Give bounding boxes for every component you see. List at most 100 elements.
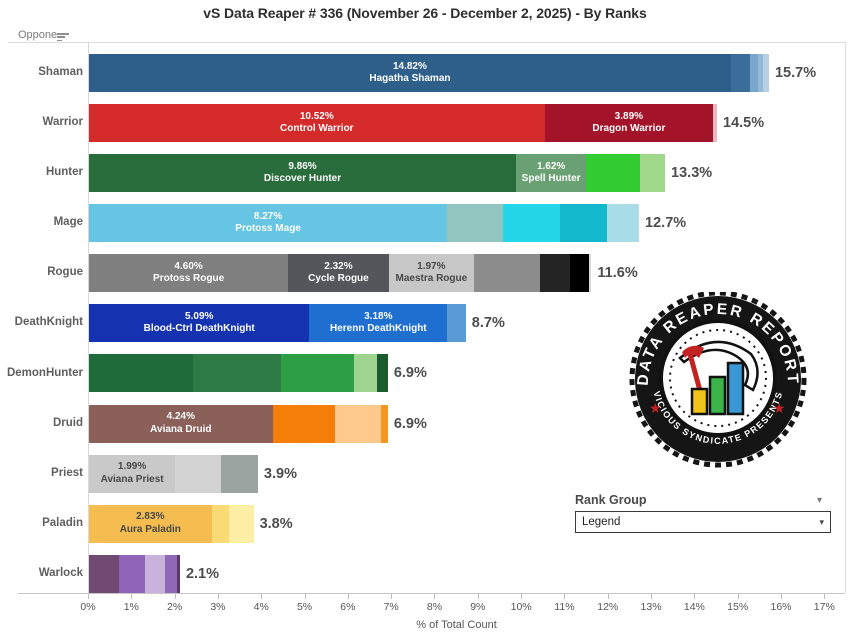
bar-segment-demonhunter[interactable] — [280, 354, 355, 393]
bar-segment-demonhunter[interactable] — [192, 354, 281, 393]
segment-label: 4.24% Aviana Druid — [150, 411, 212, 435]
class-label-paladin: Paladin — [42, 516, 83, 529]
bar-segment-hunter[interactable] — [640, 154, 666, 193]
bar-segment-deathknight[interactable] — [447, 304, 466, 343]
bar-segment-protoss-rogue[interactable]: 4.60% Protoss Rogue — [89, 254, 289, 293]
bar-segment-herenn-deathknight[interactable]: 3.18% Herenn DeathKnight — [309, 304, 448, 343]
sort-descending-icon[interactable] — [57, 33, 70, 43]
stacked-bar-hunter[interactable]: 9.86% Discover Hunter 1.62% Spell Hunter — [89, 154, 666, 193]
bar-segment-priest[interactable] — [175, 454, 222, 493]
bar-segment-dragon-warrior[interactable]: 3.89% Dragon Warrior — [544, 104, 714, 143]
rank-group-label: Rank Group — [575, 493, 647, 507]
bar-segment-druid[interactable] — [381, 404, 388, 443]
bar-segment-druid[interactable] — [272, 404, 336, 443]
bar-segment-mage[interactable] — [559, 204, 608, 243]
bar-segment-rogue[interactable] — [474, 254, 540, 293]
stacked-bar-mage[interactable]: 8.27% Protoss Mage — [89, 204, 640, 243]
bar-segment-mage[interactable] — [503, 204, 560, 243]
class-label-druid: Druid — [52, 416, 83, 429]
bar-segment-rogue[interactable] — [589, 254, 592, 293]
axis-tick — [434, 594, 436, 599]
stacked-bar-rogue[interactable]: 4.60% Protoss Rogue 2.32% Cycle Rogue 1.97% M… — [89, 254, 592, 293]
bar-segment-blood-ctrl-deathknight[interactable]: 5.09% Blood-Ctrl DeathKnight — [89, 304, 310, 343]
bar-segment-hunter[interactable] — [586, 154, 641, 193]
stacked-bar-warrior[interactable]: 10.52% Control Warrior 3.89% Dragon Warrior — [89, 104, 717, 143]
segment-label: 4.60% Protoss Rogue — [153, 260, 225, 285]
rank-group-select[interactable]: Legend ▾ — [575, 511, 831, 533]
opponent-column-header[interactable]: Oppone.. — [18, 29, 64, 41]
stacked-bar-warlock[interactable] — [89, 554, 180, 593]
bar-segment-shaman[interactable] — [750, 54, 759, 92]
total-label-mage: 12.7% — [645, 215, 687, 232]
axis-tick-label: 1% — [123, 601, 139, 613]
bar-segment-spell-hunter[interactable]: 1.62% Spell Hunter — [516, 154, 587, 193]
stacked-bar-demonhunter[interactable] — [89, 354, 388, 393]
bar-segment-aviana-priest[interactable]: 1.99% Aviana Priest — [89, 454, 176, 493]
bar-segment-rogue[interactable] — [570, 254, 590, 293]
segment-label: 3.18% Herenn DeathKnight — [329, 310, 427, 335]
bar-segment-rogue[interactable] — [539, 254, 571, 293]
bar-segment-maestra-rogue[interactable]: 1.97% Maestra Rogue — [388, 254, 474, 293]
chart-row-paladin: 2.83% Aura Paladin 3.8% — [89, 493, 846, 543]
chart-row-warlock: 2.1% — [89, 543, 846, 593]
axis-tick-label: 17% — [813, 601, 835, 613]
bar-segment-warlock[interactable] — [165, 554, 178, 593]
bar-segment-shaman[interactable] — [763, 54, 769, 92]
bar-segment-cycle-rogue[interactable]: 2.32% Cycle Rogue — [288, 254, 389, 293]
class-label-shaman: Shaman — [38, 66, 83, 79]
bar-segment-druid[interactable] — [335, 404, 382, 443]
segment-label: 3.89% Dragon Warrior — [592, 110, 666, 135]
axis-tick-label: 8% — [426, 601, 443, 613]
segment-label: 14.82% Hagatha Shaman — [369, 60, 451, 85]
rank-group-menu-caret-icon[interactable]: ▾ — [817, 495, 823, 506]
axis-tick-label: 3% — [210, 601, 226, 613]
bar-segment-warlock[interactable] — [119, 554, 146, 593]
axis-tick-label: 12% — [597, 601, 619, 613]
bar-segment-priest[interactable] — [221, 454, 258, 493]
bar-segment-warlock[interactable] — [145, 554, 166, 593]
bar-segment-control-warrior[interactable]: 10.52% Control Warrior — [89, 104, 545, 143]
data-reaper-report-stamp: DATA REAPER REPORT VICIOUS SYNDICATE PRE… — [629, 292, 807, 468]
axis-tick — [261, 594, 263, 599]
axis-tick — [217, 594, 219, 599]
bar-segment-warlock[interactable] — [89, 554, 120, 593]
bar-segment-warrior[interactable] — [713, 104, 717, 143]
bar-segment-demonhunter[interactable] — [354, 354, 377, 393]
bar-segment-protoss-mage[interactable]: 8.27% Protoss Mage — [89, 204, 448, 243]
top-border-line — [8, 42, 846, 43]
class-label-mage: Mage — [53, 216, 83, 229]
chart-row-mage: 8.27% Protoss Mage 12.7% — [89, 192, 846, 243]
stacked-bar-priest[interactable]: 1.99% Aviana Priest — [89, 454, 258, 493]
rank-group-selected-value: Legend — [582, 516, 621, 528]
bar-segment-shaman[interactable] — [730, 54, 751, 92]
bar-segment-aviana-druid[interactable]: 4.24% Aviana Druid — [89, 404, 273, 443]
axis-tick-label: 16% — [770, 601, 792, 613]
bar-segment-shaman[interactable] — [758, 54, 764, 92]
bar-segment-discover-hunter[interactable]: 9.86% Discover Hunter — [89, 154, 517, 193]
chart-row-rogue: 4.60% Protoss Rogue 2.32% Cycle Rogue 1.97% M… — [89, 242, 846, 293]
bar-segment-aura-paladin[interactable]: 2.83% Aura Paladin — [89, 504, 212, 543]
segment-label: 10.52% Control Warrior — [280, 110, 354, 135]
axis-tick-label: 7% — [383, 601, 399, 613]
segment-label: 8.27% Protoss Mage — [235, 210, 301, 235]
bar-segment-warlock[interactable] — [177, 554, 180, 593]
axis-tick-label: 14% — [683, 601, 705, 613]
bar-segment-demonhunter[interactable] — [377, 354, 388, 393]
stacked-bar-shaman[interactable]: 14.82% Hagatha Shaman — [89, 54, 769, 92]
stacked-bar-paladin[interactable]: 2.83% Aura Paladin — [89, 504, 254, 543]
bar-segment-mage[interactable] — [607, 204, 640, 243]
total-label-priest: 3.9% — [263, 465, 297, 482]
axis-tick — [131, 594, 133, 599]
bar-segment-paladin[interactable] — [228, 504, 254, 543]
bar-segment-hagatha-shaman[interactable]: 14.82% Hagatha Shaman — [89, 54, 731, 92]
bar-segment-demonhunter[interactable] — [89, 354, 193, 393]
axis-tick-label: 9% — [470, 601, 486, 613]
bar-segment-mage[interactable] — [447, 204, 504, 243]
select-caret-icon: ▾ — [819, 516, 824, 527]
axis-tick — [564, 594, 566, 599]
stacked-bar-druid[interactable]: 4.24% Aviana Druid — [89, 404, 388, 443]
bar-segment-paladin[interactable] — [211, 504, 229, 543]
chart-row-warrior: 10.52% Control Warrior 3.89% Dragon Warrior… — [89, 92, 846, 143]
stacked-bar-deathknight[interactable]: 5.09% Blood-Ctrl DeathKnight 3.18% Herenn D… — [89, 304, 466, 343]
